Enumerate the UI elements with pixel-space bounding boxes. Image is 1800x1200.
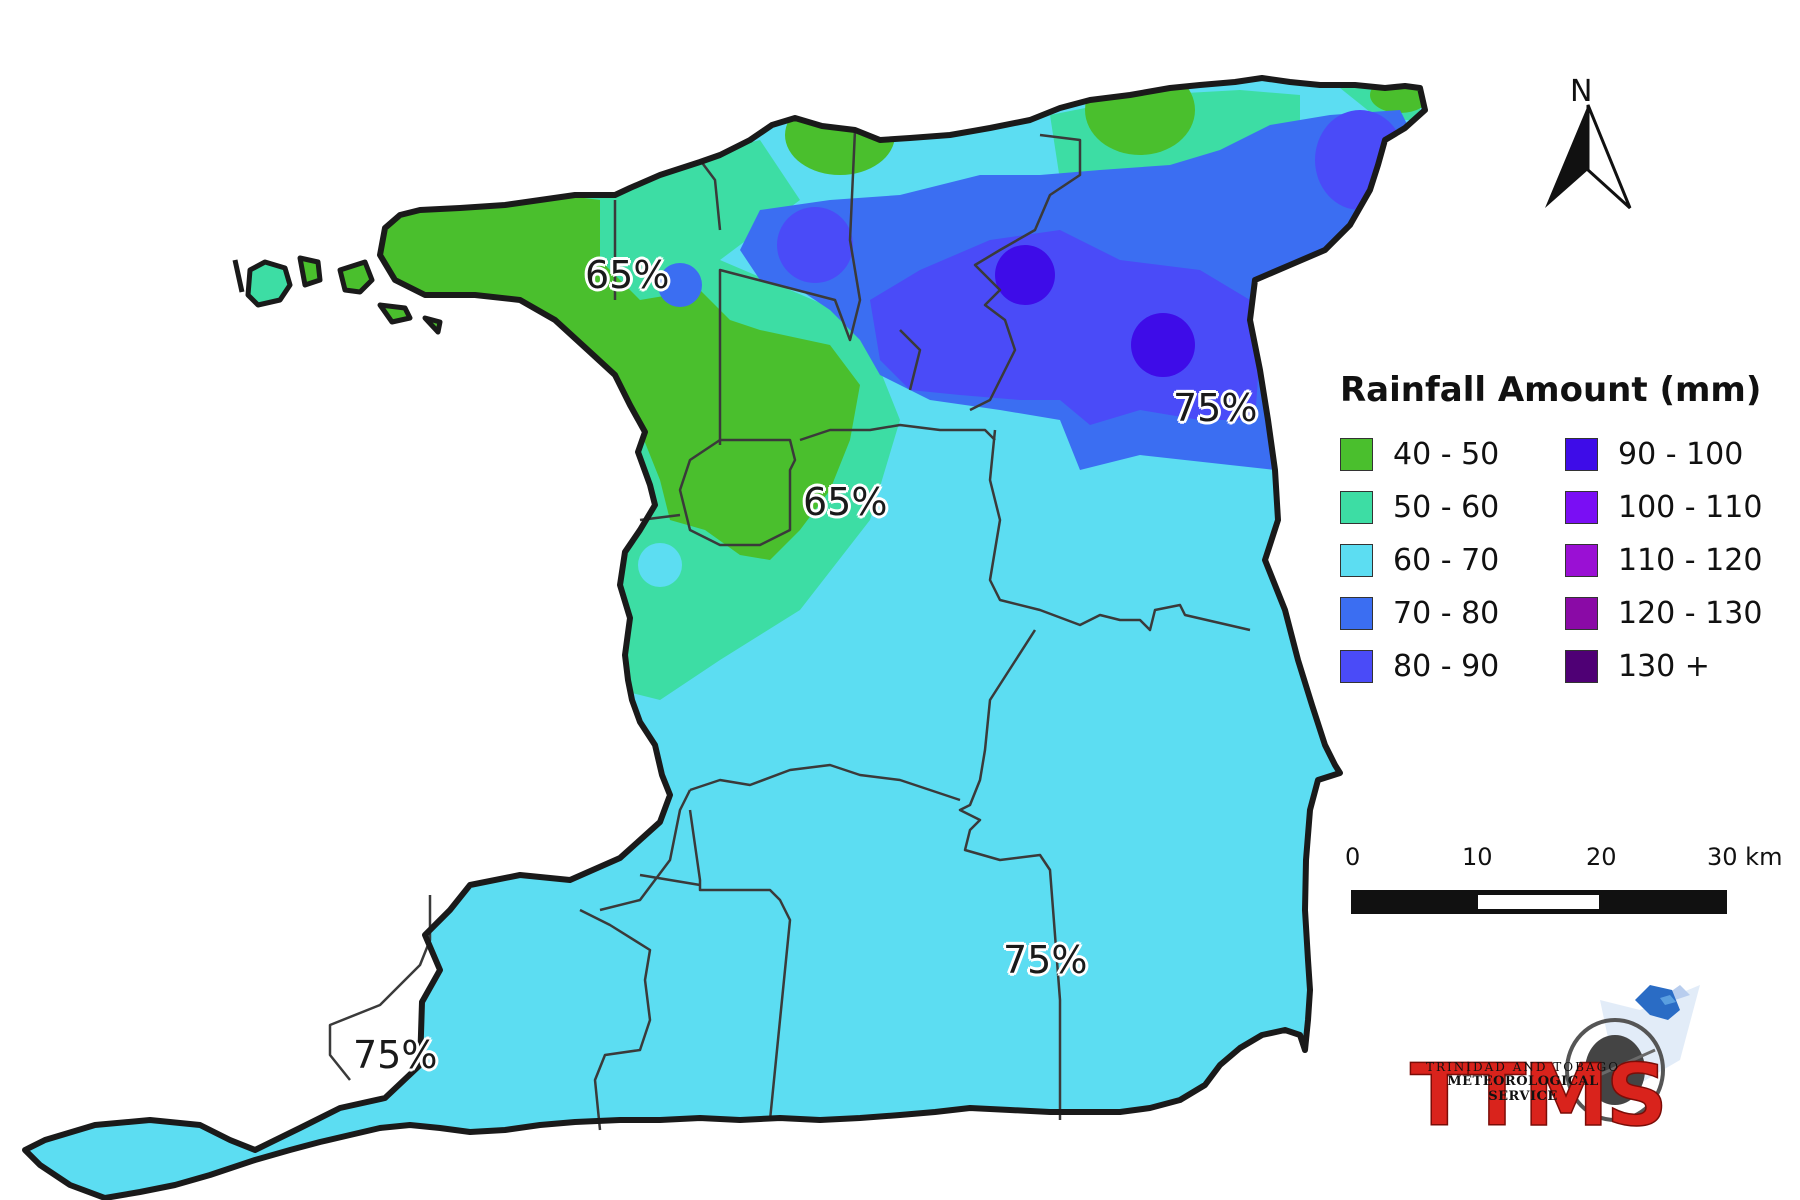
legend-item: 60 - 70 — [1340, 534, 1565, 587]
percent-label: 65% — [803, 480, 888, 524]
percent-label: 75% — [1003, 938, 1088, 982]
zone-80-90-west — [777, 207, 853, 283]
legend-swatch — [1565, 438, 1598, 471]
legend-swatch — [1565, 544, 1598, 577]
legend-swatch — [1340, 597, 1373, 630]
legend-item: 90 - 100 — [1565, 428, 1780, 481]
ttms-logo-text: TRINIDAD AND TOBAGO METEOROLOGICAL SERVI… — [1410, 1060, 1636, 1104]
offshore-islets — [232, 255, 443, 335]
legend-label: 90 - 100 — [1618, 437, 1744, 472]
ttms-logo-icon: TTMS — [1409, 985, 1700, 1147]
logo-line-1: TRINIDAD AND TOBAGO — [1425, 1060, 1621, 1074]
legend-label: 60 - 70 — [1393, 543, 1500, 578]
legend-label: 80 - 90 — [1393, 649, 1500, 684]
svg-text:TTMS: TTMS — [1410, 1046, 1665, 1146]
legend-swatch — [1565, 650, 1598, 683]
zone-70-80-west-pocket — [658, 263, 702, 307]
zone-80-90-ne — [1315, 110, 1405, 210]
scale-tick-label: 20 — [1586, 843, 1617, 871]
scale-tick-label: 10 — [1462, 843, 1493, 871]
zone-90-100-core-1 — [995, 245, 1055, 305]
legend-label: 110 - 120 — [1618, 543, 1763, 578]
legend-grid: 40 - 50 50 - 60 60 - 70 70 - 80 80 - 90 … — [1340, 428, 1780, 693]
legend-item: 40 - 50 — [1340, 428, 1565, 481]
zone-40-50-west — [300, 195, 860, 560]
legend-label: 120 - 130 — [1618, 596, 1763, 631]
legend-item: 80 - 90 — [1340, 640, 1565, 693]
legend: Rainfall Amount (mm) 40 - 50 50 - 60 60 … — [1340, 370, 1780, 693]
legend-swatch — [1340, 544, 1373, 577]
percent-label: 65% — [585, 253, 670, 297]
legend-label: 130 + — [1618, 649, 1710, 684]
north-label: N — [1570, 74, 1593, 109]
legend-item: 70 - 80 — [1340, 587, 1565, 640]
scale-tick-label: 30 km — [1707, 843, 1783, 871]
legend-item: 120 - 130 — [1565, 587, 1780, 640]
legend-item: 110 - 120 — [1565, 534, 1780, 587]
scale-tick-label: 0 — [1345, 843, 1361, 871]
scale-bar — [1351, 890, 1727, 914]
legend-label: 50 - 60 — [1393, 490, 1500, 525]
zone-40-50-north-1 — [785, 95, 895, 175]
north-arrow-icon — [1545, 104, 1632, 210]
legend-swatch — [1565, 491, 1598, 524]
legend-swatch — [1565, 597, 1598, 630]
legend-title: Rainfall Amount (mm) — [1340, 370, 1762, 410]
legend-label: 40 - 50 — [1393, 437, 1500, 472]
legend-item: 100 - 110 — [1565, 481, 1780, 534]
legend-item: 130 + — [1565, 640, 1780, 693]
zone-90-100-core-2 — [1131, 313, 1195, 377]
legend-label: 70 - 80 — [1393, 596, 1500, 631]
percent-label: 75% — [1173, 386, 1258, 430]
legend-swatch — [1340, 491, 1373, 524]
percent-label: 75% — [353, 1033, 438, 1077]
logo-line-2: METEOROLOGICAL SERVICE — [1447, 1074, 1599, 1104]
legend-swatch — [1340, 438, 1373, 471]
zone-60-70-pocket — [638, 543, 682, 587]
legend-swatch — [1340, 650, 1373, 683]
legend-item: 50 - 60 — [1340, 481, 1565, 534]
legend-label: 100 - 110 — [1618, 490, 1763, 525]
zone-40-50-north-2 — [1085, 78, 1195, 155]
island-outline — [22, 75, 1428, 1200]
